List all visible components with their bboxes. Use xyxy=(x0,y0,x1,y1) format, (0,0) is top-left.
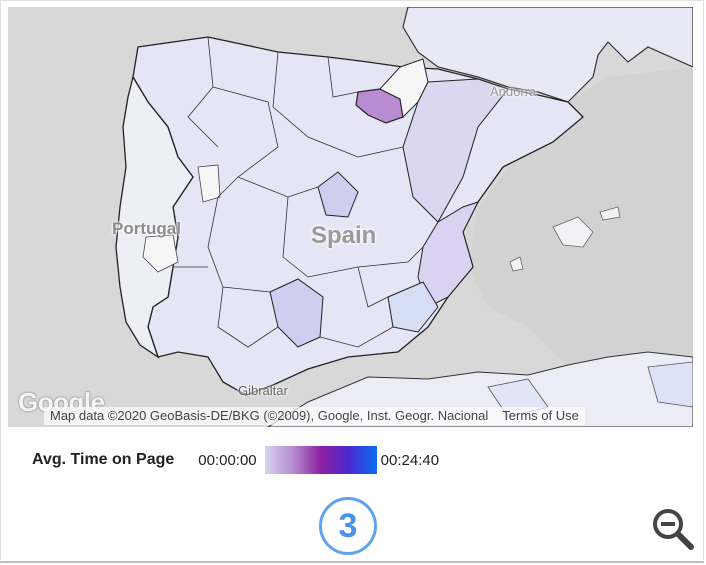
region-mallorca[interactable] xyxy=(552,216,594,248)
region-navarra[interactable] xyxy=(379,58,429,119)
attribution-text: Map data ©2020 GeoBasis-DE/BKG (©2009), … xyxy=(50,408,489,423)
region-murcia[interactable] xyxy=(387,281,439,333)
sea xyxy=(468,67,693,367)
legend-max-label: 00:24:40 xyxy=(380,451,440,469)
country-label-andorra: Andorra xyxy=(490,84,537,99)
page-number-badge: 3 xyxy=(319,497,377,555)
province-borders xyxy=(173,36,424,348)
country-label-spain: Spain xyxy=(311,222,377,249)
page-number: 3 xyxy=(338,506,358,545)
region-ibiza[interactable] xyxy=(509,256,524,272)
country-label-portugal: Portugal xyxy=(112,219,181,238)
zoom-out-icon[interactable] xyxy=(650,506,696,552)
region-aragon[interactable] xyxy=(402,78,509,223)
geo-map[interactable]: Spain Portugal Andorra Gibraltar Google … xyxy=(8,7,693,427)
region-algeria-detail xyxy=(647,361,693,408)
terms-of-use-link[interactable]: Terms of Use xyxy=(502,408,579,423)
color-legend: Avg. Time on Page 00:00:00 00:24:40 xyxy=(32,446,440,474)
region-madrid[interactable] xyxy=(317,171,359,218)
region-portugal xyxy=(115,75,194,359)
region-valencia[interactable] xyxy=(417,201,479,308)
region-portugal-center[interactable] xyxy=(142,234,179,273)
map-canvas[interactable] xyxy=(8,7,693,427)
region-france xyxy=(402,7,693,103)
legend-title: Avg. Time on Page xyxy=(32,451,175,468)
map-attribution: Map data ©2020 GeoBasis-DE/BKG (©2009), … xyxy=(44,407,585,425)
region-portugal-north[interactable] xyxy=(197,164,221,203)
legend-min-label: 00:00:00 xyxy=(198,451,257,469)
place-label-gibraltar: Gibraltar xyxy=(238,383,288,398)
legend-gradient-bar xyxy=(264,446,377,474)
region-menorca[interactable] xyxy=(599,206,621,221)
